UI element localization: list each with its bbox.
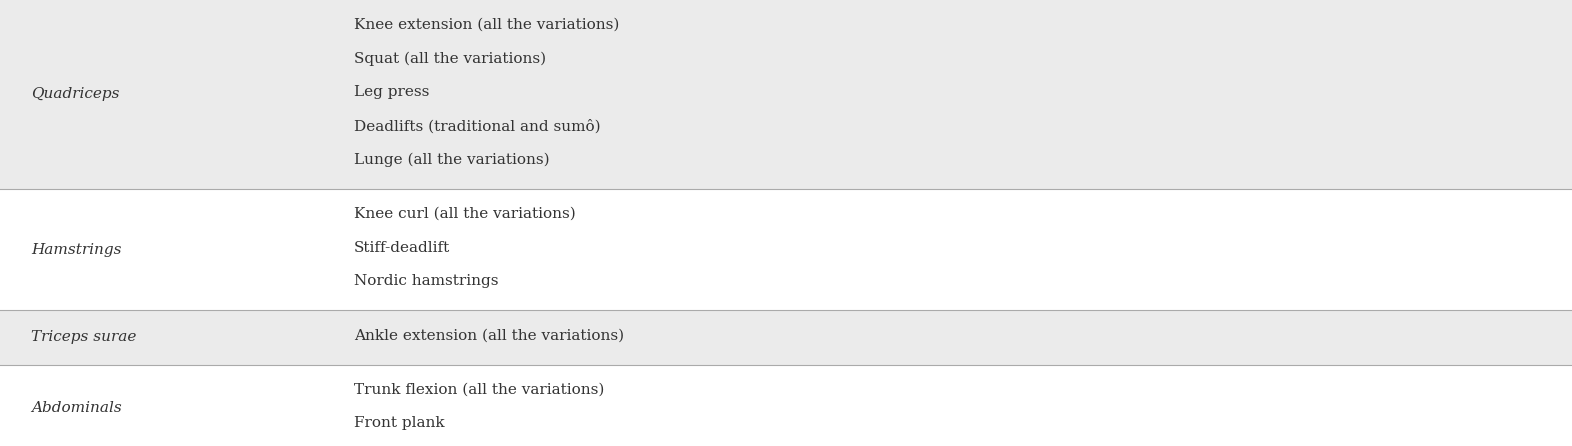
Text: Squat (all the variations): Squat (all the variations) [354, 51, 545, 66]
Text: Triceps surae: Triceps surae [31, 330, 137, 344]
Text: Nordic hamstrings: Nordic hamstrings [354, 274, 498, 288]
Text: Hamstrings: Hamstrings [31, 243, 123, 256]
Text: Stiff-deadlift: Stiff-deadlift [354, 240, 450, 255]
Text: Leg press: Leg press [354, 85, 429, 99]
FancyBboxPatch shape [0, 0, 1572, 189]
Text: Ankle extension (all the variations): Ankle extension (all the variations) [354, 328, 624, 343]
Text: Quadriceps: Quadriceps [31, 87, 119, 101]
Text: Knee extension (all the variations): Knee extension (all the variations) [354, 18, 619, 32]
Text: Abdominals: Abdominals [31, 401, 123, 416]
Text: Lunge (all the variations): Lunge (all the variations) [354, 153, 549, 167]
Text: Front plank: Front plank [354, 416, 445, 430]
FancyBboxPatch shape [0, 364, 1572, 446]
FancyBboxPatch shape [0, 189, 1572, 310]
Text: Knee curl (all the variations): Knee curl (all the variations) [354, 207, 575, 221]
Text: Trunk flexion (all the variations): Trunk flexion (all the variations) [354, 383, 604, 396]
Text: Deadlifts (traditional and sumô): Deadlifts (traditional and sumô) [354, 119, 601, 133]
FancyBboxPatch shape [0, 310, 1572, 364]
